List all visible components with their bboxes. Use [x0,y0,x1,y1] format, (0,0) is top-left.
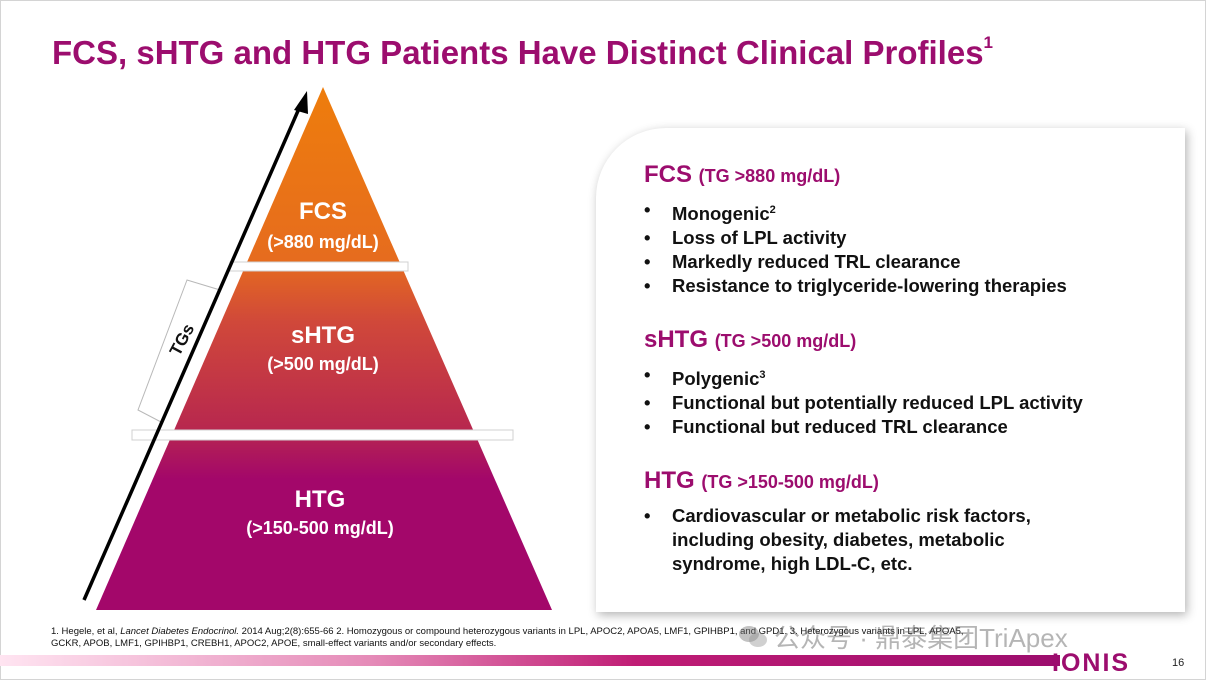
footer-gradient-bar [0,655,1060,666]
bullet-text: Polygenic [672,368,760,390]
tier-htg-name: HTG [294,486,346,513]
footnote-ref: 2 [769,204,776,216]
list-item: Functional but reduced TRL clearance [644,415,1083,439]
htg-section: HTG (TG >150-500 mg/dL) Cardiovascular o… [644,468,1031,576]
list-item: Monogenic2 [644,198,1067,226]
list-item: Loss of LPL activity [644,226,1067,250]
list-item-continuation: including obesity, diabetes, metabolic [672,529,1005,550]
footnote: 1. Hegele, et al, Lancet Diabetes Endocr… [51,626,1041,650]
footnote-ref: 3 [759,369,766,381]
htg-heading: HTG (TG >150-500 mg/dL) [644,468,1031,495]
list-item: Resistance to triglyceride-lowering ther… [644,274,1067,298]
tier-shtg-range: (>500 mg/dL) [267,354,379,374]
footnote-ref1-journal: Lancet Diabetes Endocrinol. [120,626,240,637]
shtg-section: sHTG (TG >500 mg/dL) Polygenic3 Function… [644,327,1083,440]
slide-title-text: FCS, sHTG and HTG Patients Have Distinct… [52,34,984,71]
list-item-continuation: syndrome, high LDL-C, etc. [672,553,913,574]
list-item: Polygenic3 [644,363,1083,391]
tier-shtg-name: sHTG [290,322,355,349]
fcs-heading-name: FCS [644,161,692,188]
watermark-text: 公众号 · 鼎泰集团TriApex [774,623,1068,653]
footnote-line-1: 1. Hegele, et al, Lancet Diabetes Endocr… [51,626,1041,638]
bullet-text: Monogenic [672,203,770,225]
tg-arrow-line [82,103,303,601]
tg-pyramid [82,87,552,610]
shtg-heading-name: sHTG [644,326,709,353]
title-footnote-ref: 1 [983,33,994,52]
tier-divider-bottom [131,429,514,441]
page-number: 16 [1172,657,1185,669]
shtg-heading-criteria: (TG >500 mg/dL) [714,331,857,351]
shtg-bullet-list: Polygenic3 Functional but potentially re… [644,363,1083,439]
tg-arrow-head [294,91,308,114]
htg-bullet-list: Cardiovascular or metabolic risk factors… [644,504,1031,576]
tier-divider-top [229,261,409,272]
fcs-bullet-list: Monogenic2 Loss of LPL activity Markedly… [644,198,1067,298]
watermark: 公众号 · 鼎泰集团TriApex [738,618,1068,655]
clinical-profiles-panel: FCS (TG >880 mg/dL) Monogenic2 Loss of L… [596,128,1185,612]
fcs-heading-criteria: (TG >880 mg/dL) [698,166,841,186]
list-item: Cardiovascular or metabolic risk factors… [644,504,1031,528]
pyramid-body [96,87,552,610]
slide-title: FCS, sHTG and HTG Patients Have Distinct… [52,33,994,72]
list-item: Functional but potentially reduced LPL a… [644,391,1083,415]
tier-fcs-name: FCS [299,198,347,225]
fcs-section: FCS (TG >880 mg/dL) Monogenic2 Loss of L… [644,162,1067,299]
htg-heading-criteria: (TG >150-500 mg/dL) [701,472,879,492]
footnote-ref1-author: 1. Hegele, et al, [51,626,121,637]
list-item: Markedly reduced TRL clearance [644,250,1067,274]
wechat-icon [739,625,767,647]
htg-heading-name: HTG [644,467,695,494]
footnote-ref1-rest: 2014 Aug;2(8):655-66 2. Homozygous or co… [239,626,964,637]
tier-fcs-range: (>880 mg/dL) [267,232,379,252]
tier-htg-range: (>150-500 mg/dL) [246,518,394,538]
fcs-heading: FCS (TG >880 mg/dL) [644,162,1067,189]
footnote-line-2: GCKR, APOB, LMF1, GPIHBP1, CREBH1, APOC2… [51,638,497,649]
ionis-logo: IONIS [1052,649,1131,677]
shtg-heading: sHTG (TG >500 mg/dL) [644,327,1083,354]
